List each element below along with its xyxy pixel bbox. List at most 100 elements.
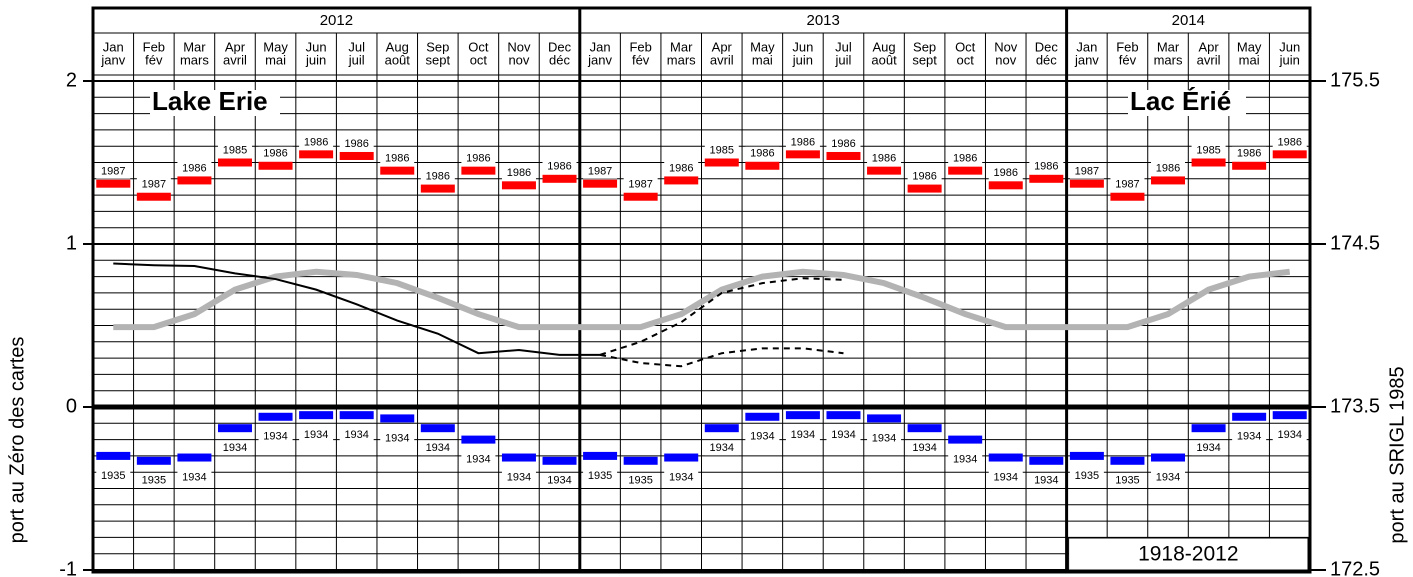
level-line [113, 262, 601, 356]
record-high-label: 1986 [994, 167, 1018, 179]
month-label-en: Feb [1116, 39, 1138, 54]
record-low-label-bg [1191, 441, 1226, 456]
record-high [1232, 161, 1267, 170]
record-low-label: 1934 [1034, 475, 1058, 487]
record-high [1151, 176, 1186, 185]
month-label-en: Sep [426, 39, 449, 54]
y2-tick-label: 174.5 [1330, 232, 1380, 254]
month-label-en: Mar [183, 39, 206, 54]
month-label-fr: fév [145, 52, 163, 67]
record-high [501, 181, 536, 190]
record-low-label-bg [501, 470, 536, 485]
record-high-label: 1987 [588, 166, 612, 178]
record-high-label: 1986 [953, 153, 977, 165]
record-low [177, 453, 212, 462]
record-high-label-bg [867, 151, 902, 166]
month-label-en: Sep [913, 39, 936, 54]
record-low-label: 1934 [466, 454, 490, 466]
record-high [1191, 158, 1226, 167]
record-low-label-bg [704, 441, 739, 456]
month-label-en: Dec [1035, 39, 1059, 54]
record-low [501, 453, 536, 462]
month-label-en: Feb [143, 39, 165, 54]
record-high-label-bg [542, 159, 577, 174]
title-fr: Lac Érié [1130, 86, 1231, 116]
record-high-label-bg [380, 151, 415, 166]
year-label: 2012 [320, 12, 353, 29]
record-high-label: 1986 [263, 148, 287, 160]
month-label-en: Feb [629, 39, 651, 54]
level-line [599, 347, 844, 368]
record-low [583, 451, 618, 460]
record-high [948, 166, 983, 175]
record-high [1029, 174, 1064, 183]
record-low-label: 1934 [385, 432, 409, 444]
record-low-label: 1934 [710, 442, 734, 454]
record-high-label: 1987 [1075, 166, 1099, 178]
title-bg [150, 90, 280, 116]
frame [91, 6, 1312, 574]
record-low-label: 1934 [831, 429, 855, 441]
record-low-label: 1935 [1115, 475, 1139, 487]
record-high-label: 1986 [1034, 161, 1058, 173]
record-low [461, 435, 496, 444]
month-label-fr: janv [587, 52, 612, 67]
y2-tick-label: 175.5 [1330, 69, 1380, 91]
month-label-fr: avril [1197, 52, 1221, 67]
record-high-label: 1986 [791, 136, 815, 148]
record-low-label: 1935 [142, 475, 166, 487]
record-low-label-bg [988, 470, 1023, 485]
month-label-fr: oct [957, 52, 975, 67]
record-high-label-bg [988, 166, 1023, 181]
record-low-label: 1934 [344, 429, 368, 441]
record-high-label-bg [1232, 146, 1267, 161]
month-label-en: Apr [1198, 39, 1219, 54]
y-axis-title: port au Zéro des cartes [6, 337, 28, 544]
record-high [664, 176, 699, 185]
month-label-fr: sept [912, 52, 937, 67]
record-low-label-bg [177, 470, 212, 485]
record-low [785, 411, 820, 420]
record-high-label: 1986 [669, 162, 693, 174]
month-label-en: Jul [835, 39, 852, 54]
month-label-fr: mars [180, 52, 209, 67]
month-label-fr: nov [508, 52, 529, 67]
record-high-label: 1986 [426, 170, 450, 182]
month-label-fr: sept [426, 52, 451, 67]
record-low [299, 411, 334, 420]
y-tick-label: 0 [66, 395, 77, 417]
month-label-en: Nov [507, 39, 531, 54]
record-low-label-bg [1029, 473, 1064, 488]
record-low [420, 424, 455, 433]
record-low-label-bg [907, 441, 942, 456]
record-low [664, 453, 699, 462]
period-label: 1918-2012 [1138, 543, 1238, 566]
record-high [299, 150, 334, 159]
record-low-label-bg [1272, 428, 1307, 443]
record-low-label-bg [826, 428, 861, 443]
record-high-label-bg [420, 169, 455, 184]
month-label-en: Nov [994, 39, 1018, 54]
month-label-fr: janv [1074, 52, 1099, 67]
record-high [258, 161, 293, 170]
record-low [623, 456, 658, 465]
record-high-label: 1986 [1277, 136, 1301, 148]
month-label-fr: déc [1036, 52, 1057, 67]
month-label-fr: avril [223, 52, 247, 67]
record-high [136, 192, 171, 201]
month-label-en: May [750, 39, 775, 54]
record-low [745, 412, 780, 421]
record-high [907, 184, 942, 193]
record-low [826, 411, 861, 420]
record-low-label: 1934 [750, 431, 774, 443]
record-low-label-bg [380, 431, 415, 446]
record-low [1151, 453, 1186, 462]
y2-tick-label: 173.5 [1330, 395, 1380, 417]
record-high-label: 1986 [1237, 148, 1261, 160]
record-low-label-bg [461, 452, 496, 467]
record-high-label: 1986 [547, 161, 571, 173]
record-low-label-bg [420, 441, 455, 456]
record-high-label: 1987 [142, 179, 166, 191]
record-low [1272, 411, 1307, 420]
